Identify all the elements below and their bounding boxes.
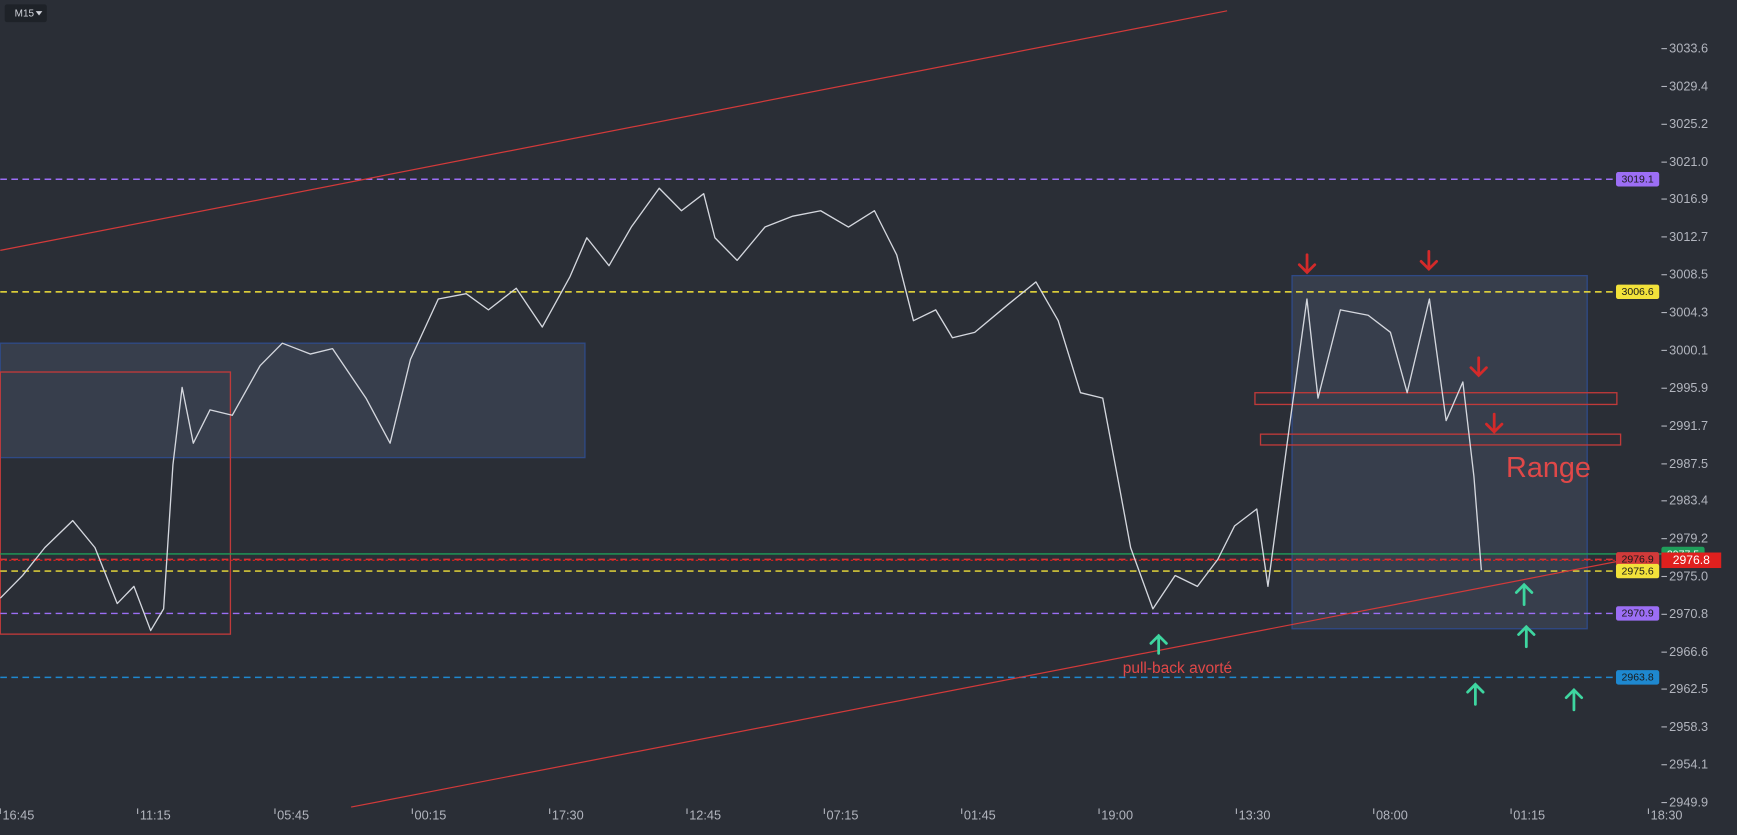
range-label: Range	[1506, 452, 1591, 484]
x-tick-label: 05:45	[277, 808, 309, 823]
y-tick-label: 2995.9	[1669, 380, 1708, 395]
arrows	[1149, 250, 1584, 712]
level-labels: 3019.13006.62977.52976.92975.62970.92963…	[1616, 172, 1722, 685]
level-label-box	[1616, 552, 1660, 567]
x-tick-label: 08:00	[1376, 808, 1408, 823]
level-label: 2975.6	[1622, 565, 1654, 577]
last-price-label: 2976.8	[1673, 553, 1710, 567]
up-arrow	[1514, 582, 1534, 607]
y-tick-label: 3012.7	[1669, 229, 1708, 244]
down-arrow	[1469, 356, 1488, 378]
level-label-box	[1616, 563, 1660, 579]
y-tick-label: 3000.1	[1669, 342, 1708, 357]
timeframe[interactable]: M15	[15, 8, 35, 19]
x-tick-label: 19:00	[1101, 808, 1133, 823]
price-line	[0, 187, 1483, 632]
x-tick-label: 01:15	[1513, 808, 1545, 823]
x-tick-label: 11:15	[140, 808, 171, 823]
level-label: 3006.6	[1622, 286, 1654, 298]
up-arrow	[1466, 682, 1485, 706]
y-tick-label: 2954.1	[1669, 757, 1708, 772]
zone	[1291, 274, 1588, 630]
y-tick-label: 2983.4	[1669, 493, 1708, 508]
x-tick-label: 18:30	[1651, 808, 1683, 823]
level-label: 2963.8	[1622, 672, 1654, 684]
up-arrow	[1564, 687, 1584, 712]
axes: 3033.6 3029.4 3025.2 3021.0 3016.9 3012.7 3008…	[0, 41, 1708, 823]
level-label: 2976.9	[1622, 554, 1654, 566]
y-tick-label: 2975.0	[1669, 568, 1708, 583]
zone	[0, 342, 586, 459]
level-label-box	[1616, 670, 1660, 685]
x-tick-label: 00:15	[415, 808, 447, 823]
y-tick-label: 3016.9	[1669, 191, 1708, 206]
y-tick-label: 3029.4	[1669, 78, 1708, 93]
up-arrow	[1149, 633, 1168, 655]
x-tick-label: 01:45	[964, 808, 996, 823]
zone	[1259, 433, 1622, 446]
down-arrow	[1485, 412, 1504, 434]
y-tick-label: 2966.6	[1669, 644, 1708, 659]
y-tick-label: 2962.5	[1669, 681, 1708, 696]
x-tick-label: 17:30	[552, 808, 584, 823]
trendlines	[0, 10, 1656, 808]
y-tick-label: 3008.5	[1669, 267, 1708, 282]
y-tick-label: 3021.0	[1669, 154, 1708, 169]
y-tick-label: 2979.2	[1669, 531, 1708, 546]
y-tick-label: 2987.5	[1669, 456, 1708, 471]
down-arrow	[1419, 250, 1438, 272]
up-arrows	[1149, 582, 1584, 712]
level-label: 2970.9	[1622, 608, 1654, 620]
level-label-box	[1616, 284, 1660, 300]
series	[0, 187, 1483, 632]
zones	[0, 274, 1622, 635]
x-tick-label: 07:15	[827, 808, 859, 823]
level-label-box	[1616, 172, 1660, 187]
level-label: 3019.1	[1622, 174, 1654, 186]
trendline	[350, 553, 1656, 808]
dropdown-icon[interactable]	[35, 11, 43, 16]
down-arrows	[1297, 250, 1504, 434]
y-tick-label: 3025.2	[1669, 116, 1708, 131]
y-tick-label: 2970.8	[1669, 606, 1708, 621]
y-tick-label: 2958.3	[1669, 719, 1708, 734]
last-price-box	[1661, 552, 1722, 569]
down-arrow	[1297, 253, 1317, 275]
y-tick-label: 2991.7	[1669, 418, 1708, 433]
y-tick-label: 3004.3	[1669, 304, 1708, 319]
pullback-label: pull-back avorté	[1123, 660, 1232, 677]
zone	[1254, 392, 1618, 406]
up-arrow	[1517, 624, 1536, 649]
x-tick-label: 16:45	[2, 808, 34, 823]
x-tick-label: 13:30	[1239, 808, 1271, 823]
y-tick-label: 2949.9	[1669, 794, 1708, 809]
level-label-box	[1616, 606, 1660, 621]
y-tick-label: 3033.6	[1669, 41, 1708, 56]
trendline	[0, 10, 1228, 252]
x-tick-label: 12:45	[689, 808, 721, 823]
timeframe-button[interactable]	[4, 4, 47, 23]
zone	[0, 371, 232, 635]
